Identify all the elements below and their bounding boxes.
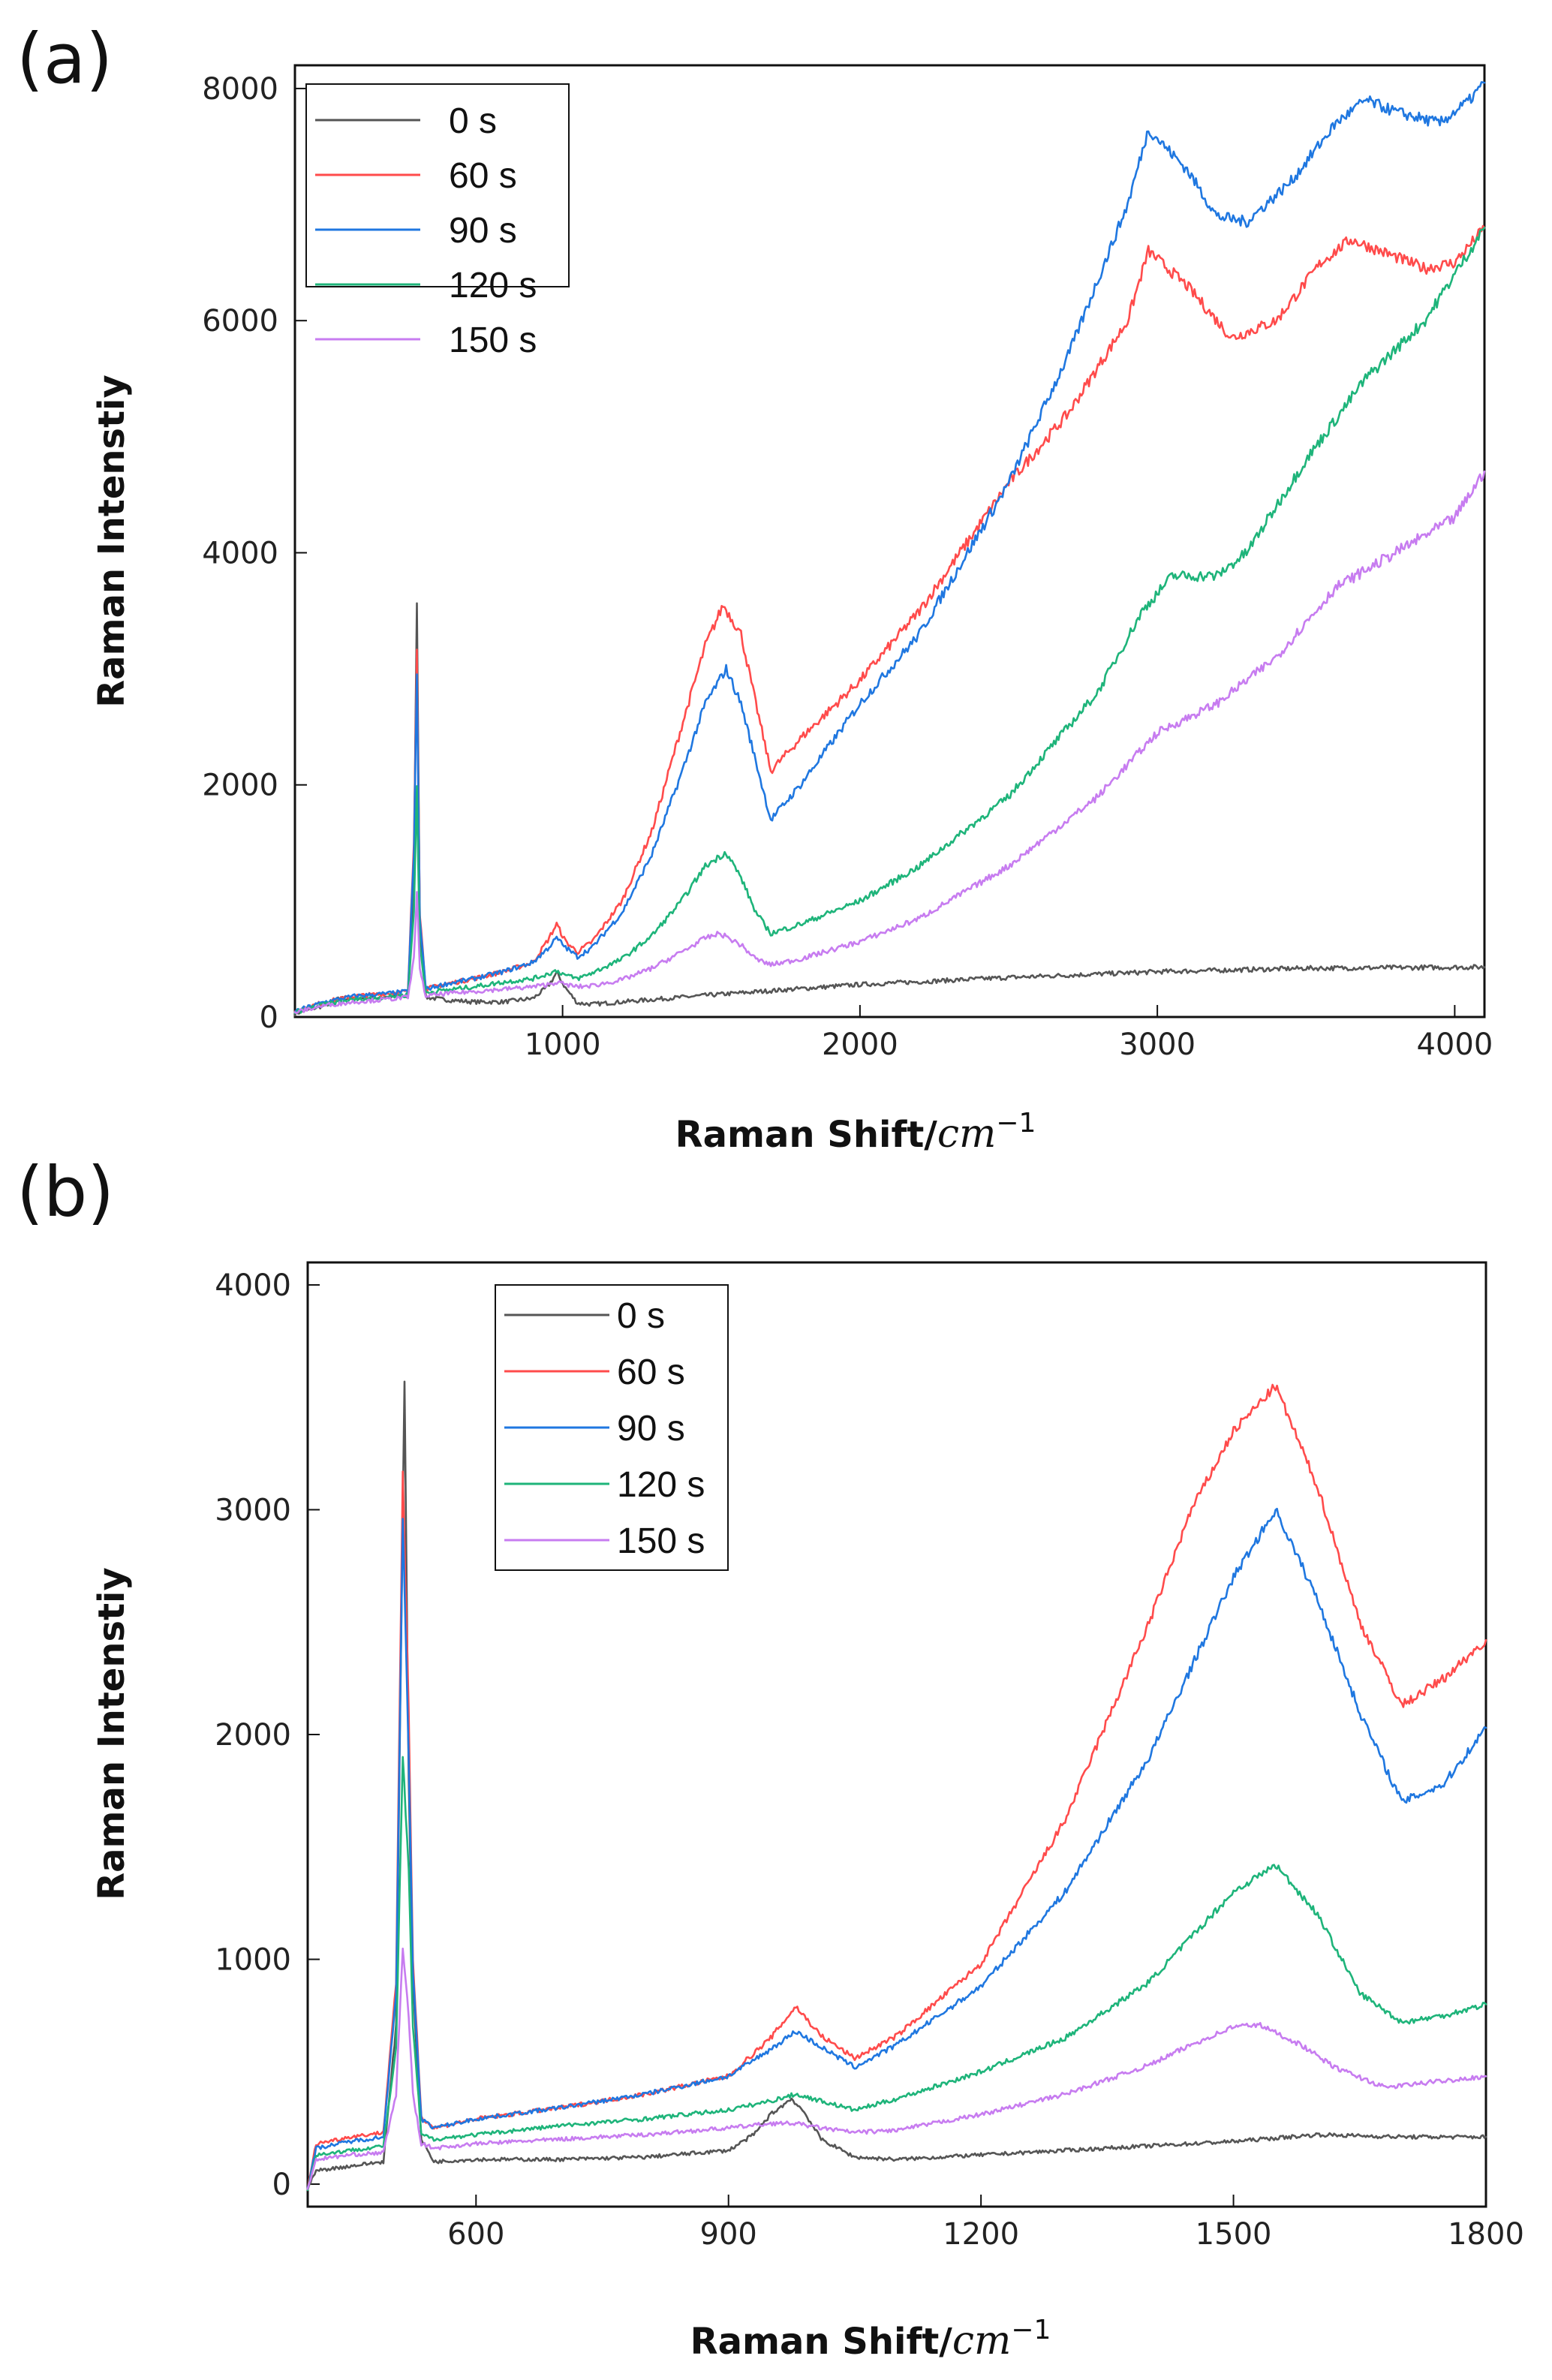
series-layer-b xyxy=(306,1380,1487,2192)
y-tick-label: 0 xyxy=(272,2168,291,2202)
legend-label: 120 s xyxy=(617,1465,705,1505)
plot-frame-b xyxy=(306,1261,1487,2208)
legend-b: 0 s 60 s 90 s 120 s 150 s xyxy=(495,1284,729,1571)
y-axis-title-a: Raman Intenstiy xyxy=(91,375,133,708)
chart-panel-a: (a) 1000 2000 3000 4000 0 2000 4000 6000 8000 0 … xyxy=(17,19,1493,1157)
legend-label: 150 s xyxy=(617,1521,705,1561)
y-tick-label: 3000 xyxy=(215,1493,291,1527)
chart-panel-b: (b) 600 900 1200 1500 180001000200030004000 … xyxy=(17,1152,1524,2363)
y-tick-label: 2000 xyxy=(215,1718,291,1753)
x-axis-title-b: Raman Shift/cm−1 xyxy=(690,2315,1051,2363)
panel-label-b: (b) xyxy=(17,1152,114,1232)
y-tick-label: 8000 xyxy=(202,72,278,107)
legend-label: 0 s xyxy=(617,1296,665,1336)
x-axis-exponent-b: −1 xyxy=(1011,2315,1051,2345)
series-line-90s xyxy=(306,1507,1487,2189)
y-axis-title-b: Raman Intenstiy xyxy=(91,1567,133,1900)
x-tick-label: 600 xyxy=(447,2217,504,2252)
y-tick-label: 1000 xyxy=(215,1943,291,1978)
y-tick-label: 6000 xyxy=(202,304,278,338)
x-axis-exponent-a: −1 xyxy=(996,1108,1036,1139)
series-line-120s xyxy=(293,227,1486,1015)
panel-label-a: (a) xyxy=(17,19,113,99)
series-line-150s xyxy=(293,470,1486,1015)
legend-box-a xyxy=(305,83,570,287)
legend-a: 0 s 60 s 90 s 120 s 150 s xyxy=(305,83,570,360)
series-line-90s xyxy=(293,81,1486,1013)
legend-label: 90 s xyxy=(449,211,517,251)
legend-label: 150 s xyxy=(449,320,537,360)
axis-ticks-b: 600 900 1200 1500 1800 0 1000 2000 3000 4000 xyxy=(215,1268,1524,2252)
y-tick-label: 0 xyxy=(260,1000,278,1035)
legend-label: 60 s xyxy=(449,156,517,196)
x-tick-label: 4000 xyxy=(1416,1028,1493,1062)
x-tick-label: 2000 xyxy=(822,1028,898,1062)
series-line-0s xyxy=(306,1380,1487,2192)
x-axis-title-text-b: Raman Shift/ xyxy=(690,2321,953,2363)
legend-label: 120 s xyxy=(449,266,537,305)
y-tick-label: 2000 xyxy=(202,769,278,803)
x-tick-label: 1800 xyxy=(1448,2217,1524,2252)
legend-label: 0 s xyxy=(449,101,497,141)
x-tick-label: 900 xyxy=(700,2217,757,2252)
y-tick-label: 4000 xyxy=(202,536,278,570)
series-line-120s xyxy=(306,1756,1487,2192)
x-axis-unit-a: cm xyxy=(937,1112,996,1157)
legend-label: 90 s xyxy=(617,1409,685,1449)
x-axis-unit-b: cm xyxy=(952,2318,1011,2363)
y-tick-label: 4000 xyxy=(215,1268,291,1303)
series-layer-a xyxy=(293,81,1486,1017)
x-tick-label: 1000 xyxy=(525,1028,601,1062)
x-tick-label: 1500 xyxy=(1196,2217,1272,2252)
x-tick-label: 1200 xyxy=(943,2217,1019,2252)
x-axis-title-text-a: Raman Shift/ xyxy=(675,1114,938,1156)
plot-frame-a xyxy=(293,64,1486,1018)
axis-ticks-a: 1000 2000 3000 4000 0 2000 4000 6000 8000 xyxy=(202,72,1493,1062)
series-line-60s xyxy=(306,1383,1487,2191)
x-axis-title-a: Raman Shift/cm−1 xyxy=(675,1108,1036,1157)
series-line-150s xyxy=(306,1947,1487,2190)
legend-label: 60 s xyxy=(617,1352,685,1392)
x-tick-label: 3000 xyxy=(1119,1028,1196,1062)
series-line-0s xyxy=(293,602,1486,1017)
